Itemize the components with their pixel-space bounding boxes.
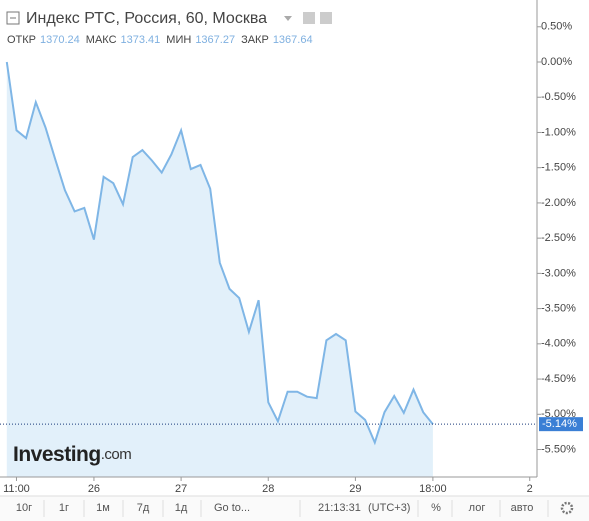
period-button[interactable]: 1д [175, 502, 188, 514]
y-tick-label: -4.50% [541, 373, 576, 385]
period-button[interactable]: 1м [96, 502, 110, 514]
y-tick-label: -5.50% [541, 443, 576, 455]
y-tick-label: -0.50% [541, 91, 576, 103]
period-button[interactable]: 7д [137, 502, 150, 514]
collapse-icon[interactable] [6, 11, 20, 25]
last-value-label: -5.14% [542, 418, 577, 430]
y-tick-label: -1.00% [541, 126, 576, 138]
auto-toggle[interactable]: авто [511, 502, 534, 514]
logo: Investing.com [13, 443, 131, 466]
ohlc-label: ЗАКР [241, 34, 269, 46]
y-tick-label: -2.00% [541, 197, 576, 209]
clock: 21:13:31 [318, 502, 361, 514]
ohlc-value: 1370.24 [40, 34, 80, 46]
timezone: (UTC+3) [368, 502, 410, 514]
x-tick-label: 28 [262, 483, 274, 495]
logo-suffix: .com [101, 446, 132, 463]
ohlc-label: МИН [166, 34, 191, 46]
log-toggle[interactable]: лог [469, 502, 486, 514]
y-tick-label: -3.50% [541, 303, 576, 315]
period-button[interactable]: 10г [16, 502, 32, 514]
dropdown-arrow[interactable] [284, 16, 292, 21]
ohlc-label: ОТКР [7, 34, 36, 46]
area [6, 62, 433, 477]
x-tick-label: 26 [88, 483, 100, 495]
y-tick-label: 0.50% [541, 21, 572, 33]
last-value-box [539, 417, 583, 432]
x-tick-label: 2 [527, 483, 533, 495]
y-tick-label: -4.00% [541, 338, 576, 350]
ohlc-label: МАКС [86, 34, 117, 46]
settings-gear[interactable] [560, 501, 574, 515]
x-tick-label: 27 [175, 483, 187, 495]
logo-main: Investing [13, 443, 101, 466]
y-tick-label: -2.50% [541, 232, 576, 244]
ohlc-value: 1373.41 [121, 34, 161, 46]
y-tick-label: -3.00% [541, 267, 576, 279]
x-tick-label: 29 [349, 483, 361, 495]
percent-toggle[interactable]: % [431, 502, 441, 514]
ohlc-value: 1367.64 [273, 34, 313, 46]
gear-icon[interactable] [320, 12, 332, 24]
y-tick-label: 0.00% [541, 56, 572, 68]
chart-title: Индекс РТС, Россия, 60, Москва [26, 10, 267, 27]
period-button[interactable]: 1г [59, 502, 69, 514]
ohlc-value: 1367.27 [195, 34, 235, 46]
x-tick-label: 18:00 [419, 483, 447, 495]
goto-button[interactable]: Go to... [214, 502, 250, 514]
y-tick-label: -1.50% [541, 162, 576, 174]
toolbar [0, 496, 589, 521]
settings-icon[interactable] [303, 12, 315, 24]
line [5, 61, 434, 446]
x-tick-label: 11:00 [3, 483, 30, 495]
